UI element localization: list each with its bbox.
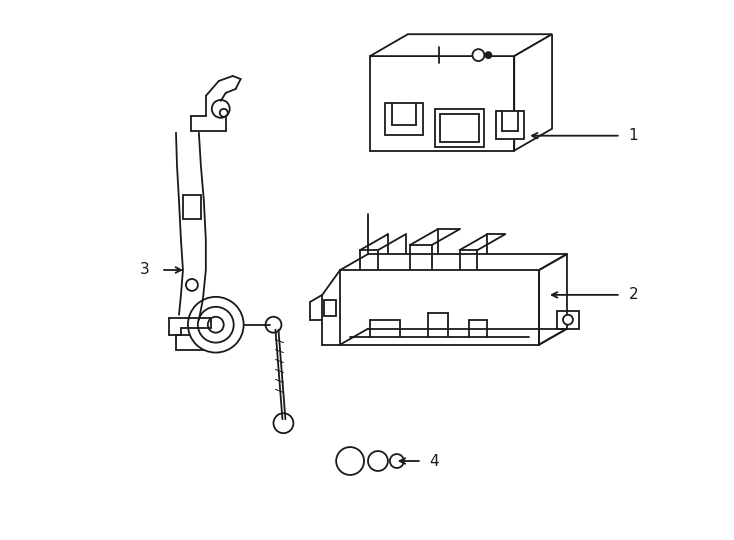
Polygon shape	[370, 34, 552, 56]
Bar	[435, 109, 484, 147]
Text: 2: 2	[628, 287, 639, 302]
Bar	[496, 111, 524, 139]
Polygon shape	[370, 56, 515, 151]
Text: 3: 3	[139, 262, 149, 278]
Circle shape	[266, 317, 281, 333]
Circle shape	[485, 52, 491, 58]
Text: 1: 1	[628, 128, 639, 143]
Bar	[385, 103, 423, 134]
Circle shape	[186, 279, 198, 291]
Circle shape	[198, 307, 233, 342]
Circle shape	[219, 109, 228, 117]
Circle shape	[390, 454, 404, 468]
Circle shape	[208, 317, 224, 333]
Circle shape	[473, 49, 484, 61]
Text: 4: 4	[429, 454, 440, 469]
Bar	[176, 335, 206, 349]
Circle shape	[274, 413, 294, 433]
Polygon shape	[539, 254, 567, 345]
Bar	[440, 114, 479, 141]
Bar	[324, 300, 336, 316]
Circle shape	[212, 100, 230, 118]
Polygon shape	[515, 34, 552, 151]
Circle shape	[368, 451, 388, 471]
Circle shape	[336, 447, 364, 475]
Circle shape	[188, 297, 244, 353]
Circle shape	[563, 315, 573, 325]
Bar	[183, 195, 201, 219]
